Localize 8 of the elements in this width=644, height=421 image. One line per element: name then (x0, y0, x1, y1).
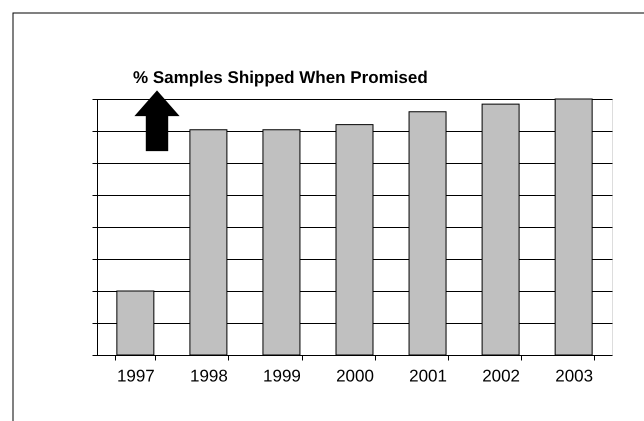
x-tick-label: 1999 (263, 366, 301, 386)
x-tick-label: 1998 (190, 366, 228, 386)
x-tick-label: 2002 (482, 366, 520, 386)
chart-title: % Samples Shipped When Promised (133, 68, 428, 87)
x-tick-label: 2001 (409, 366, 447, 386)
x-tick-label: 2003 (555, 366, 594, 386)
x-tick-label: 1997 (116, 366, 155, 386)
x-tick-label: 2000 (336, 366, 374, 386)
